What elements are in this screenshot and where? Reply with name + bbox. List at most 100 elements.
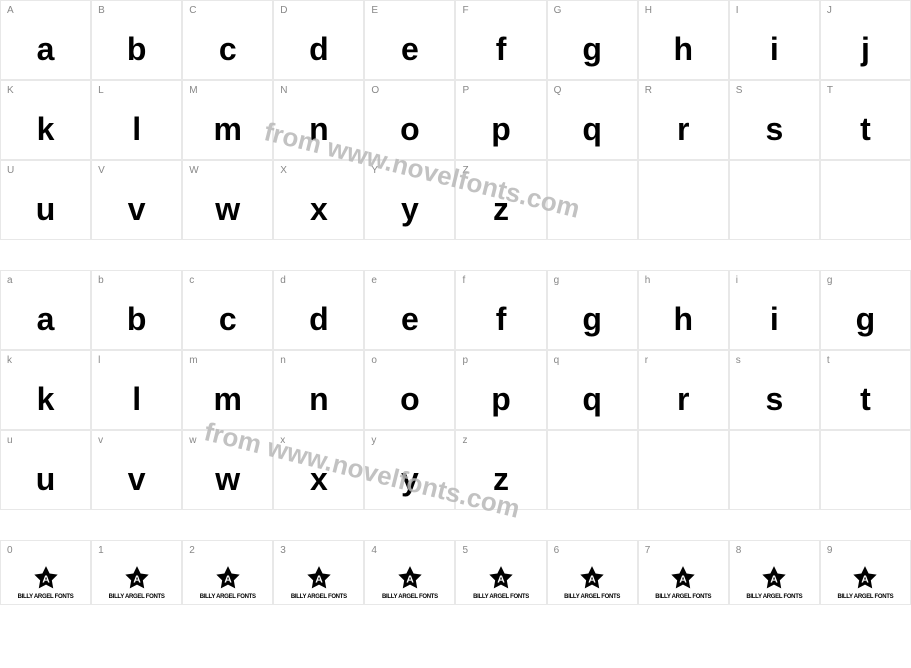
digit-label: 6	[548, 541, 637, 560]
glyph-cell-g: gg	[820, 270, 911, 350]
glyph-char: t	[860, 111, 871, 148]
glyph-char: m	[214, 381, 242, 418]
glyph-label: l	[92, 351, 181, 370]
svg-text:A: A	[224, 573, 232, 585]
digit-label: 7	[639, 541, 728, 560]
glyph-char: b	[127, 301, 147, 338]
glyph-label: k	[1, 351, 90, 370]
glyph-label: Y	[365, 161, 454, 180]
empty-cell	[820, 160, 911, 240]
glyph-label: b	[92, 271, 181, 290]
glyph-char: a	[37, 301, 55, 338]
glyph-cell-h: hh	[638, 270, 729, 350]
glyph-char: k	[37, 381, 55, 418]
empty-cell	[638, 430, 729, 510]
glyph-cell-Z: Zz	[455, 160, 546, 240]
star-logo: ABILLY ARGEL FONTS	[456, 560, 545, 604]
star-logo: A BILLY ARGEL FONTS	[92, 560, 181, 604]
glyph-cell-J: Jj	[820, 0, 911, 80]
glyph-char: y	[401, 191, 419, 228]
glyph-cell-X: Xx	[273, 160, 364, 240]
glyph-label: C	[183, 1, 272, 20]
glyph-label: t	[821, 351, 910, 370]
glyph-char: x	[310, 461, 328, 498]
glyph-char: c	[219, 301, 237, 338]
spacer-1	[0, 240, 911, 270]
glyph-label: G	[548, 1, 637, 20]
glyph-label: A	[1, 1, 90, 20]
glyph-label: z	[456, 431, 545, 450]
digit-cell-5: 5ABILLY ARGEL FONTS	[455, 540, 546, 605]
star-caption: BILLY ARGEL FONTS	[655, 594, 711, 600]
glyph-label: P	[456, 81, 545, 100]
glyph-label: F	[456, 1, 545, 20]
star-icon: A	[305, 565, 333, 593]
empty-cell	[729, 430, 820, 510]
glyph-cell-P: Pp	[455, 80, 546, 160]
digit-cell-9: 9ABILLY ARGEL FONTS	[820, 540, 911, 605]
star-caption: BILLY ARGEL FONTS	[382, 594, 438, 600]
glyph-cell-c: cc	[182, 270, 273, 350]
svg-text:A: A	[862, 573, 870, 585]
glyph-cell-H: Hh	[638, 0, 729, 80]
star-icon: A	[214, 565, 242, 593]
glyph-char: b	[127, 31, 147, 68]
glyph-char: g	[582, 31, 602, 68]
glyph-cell-a: aa	[0, 270, 91, 350]
glyph-cell-W: Ww	[182, 160, 273, 240]
glyph-cell-Q: Qq	[547, 80, 638, 160]
glyph-cell-V: Vv	[91, 160, 182, 240]
glyph-cell-F: Ff	[455, 0, 546, 80]
glyph-cell-o: oo	[364, 350, 455, 430]
glyph-cell-R: Rr	[638, 80, 729, 160]
glyph-char: z	[493, 461, 509, 498]
star-logo: ABILLY ARGEL FONTS	[365, 560, 454, 604]
star-icon: A	[32, 565, 60, 593]
glyph-label: p	[456, 351, 545, 370]
glyph-label: V	[92, 161, 181, 180]
glyph-char: p	[491, 381, 511, 418]
glyph-char: m	[214, 111, 242, 148]
star-icon: A	[669, 565, 697, 593]
glyph-label: W	[183, 161, 272, 180]
svg-text:A: A	[42, 573, 50, 585]
star-caption: BILLY ARGEL FONTS	[18, 594, 74, 600]
digit-label: 3	[274, 541, 363, 560]
star-logo: ABILLY ARGEL FONTS	[548, 560, 637, 604]
glyph-char: i	[770, 31, 779, 68]
glyph-label: n	[274, 351, 363, 370]
glyph-char: h	[673, 31, 693, 68]
glyph-char: h	[673, 301, 693, 338]
glyph-label: T	[821, 81, 910, 100]
glyph-cell-b: bb	[91, 270, 182, 350]
digit-cell-8: 8ABILLY ARGEL FONTS	[729, 540, 820, 605]
star-caption: BILLY ARGEL FONTS	[109, 594, 165, 600]
digit-cell-1: 1ABILLY ARGEL FONTS	[91, 540, 182, 605]
glyph-cell-l: ll	[91, 350, 182, 430]
star-logo: A BILLY ARGEL FONTS	[1, 560, 90, 604]
glyph-cell-N: Nn	[273, 80, 364, 160]
star-logo: A BILLY ARGEL FONTS	[183, 560, 272, 604]
glyph-label: f	[456, 271, 545, 290]
glyph-cell-r: rr	[638, 350, 729, 430]
glyph-cell-D: Dd	[273, 0, 364, 80]
empty-cell	[820, 430, 911, 510]
glyph-cell-p: pp	[455, 350, 546, 430]
glyph-cell-s: ss	[729, 350, 820, 430]
svg-text:A: A	[679, 573, 687, 585]
glyph-char: w	[215, 191, 240, 228]
star-caption: BILLY ARGEL FONTS	[837, 594, 893, 600]
glyph-label: q	[548, 351, 637, 370]
star-caption: BILLY ARGEL FONTS	[564, 594, 620, 600]
glyph-char: o	[400, 381, 420, 418]
glyph-char: u	[36, 461, 56, 498]
glyph-label: g	[548, 271, 637, 290]
glyph-cell-y: yy	[364, 430, 455, 510]
glyph-label: y	[365, 431, 454, 450]
empty-cell	[547, 160, 638, 240]
glyph-label: v	[92, 431, 181, 450]
glyph-label: U	[1, 161, 90, 180]
glyph-label: u	[1, 431, 90, 450]
svg-text:A: A	[133, 573, 141, 585]
star-caption: BILLY ARGEL FONTS	[200, 594, 256, 600]
